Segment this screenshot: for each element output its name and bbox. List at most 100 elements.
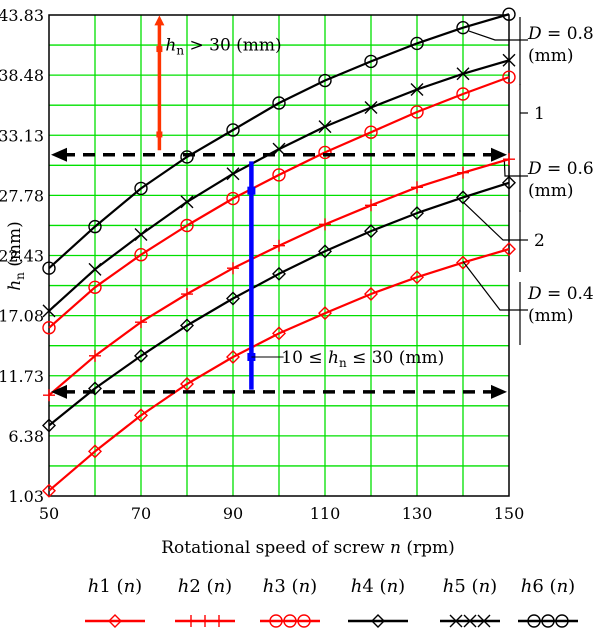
data-point: [318, 120, 332, 134]
data-point: [226, 191, 240, 206]
data-point: [318, 306, 332, 321]
group-label-d06-line2: (mm): [528, 181, 574, 201]
group-label-1: 1: [534, 104, 545, 124]
annotations: hn > 30 (mm) 10 ≤ hn ≤ 30 (mm): [51, 15, 507, 399]
data-point: [227, 262, 239, 275]
data-point: [42, 321, 56, 335]
data-point: [180, 376, 194, 391]
upper-zone-arrow: [154, 15, 165, 26]
data-point: [226, 167, 240, 181]
data-point: [502, 242, 516, 257]
y-tick-label: 27.78: [0, 186, 44, 205]
data-point: [134, 248, 148, 262]
x-axis-label: Rotational speed of screw n (rpm): [161, 538, 455, 558]
data-point: [364, 224, 378, 239]
data-point: [456, 87, 470, 101]
data-point: [43, 389, 55, 402]
data-point: [503, 153, 515, 166]
leader-d08: [468, 30, 520, 41]
mid-zone-label: 10 ≤ hn ≤ 30 (mm): [281, 348, 444, 370]
data-point: [457, 166, 469, 179]
legend-marker: [449, 614, 463, 628]
legend-marker: [213, 615, 225, 627]
legend-marker: [269, 614, 283, 628]
legend-label: h5 (n): [443, 576, 497, 597]
legend-marker: [463, 614, 477, 628]
leader-2: [462, 201, 520, 241]
data-point: [365, 199, 377, 212]
group-label-d06-line1: D = 0.6: [527, 159, 594, 179]
data-point: [88, 219, 102, 234]
legend-label: h6 (n): [521, 576, 575, 597]
x-tick-label: 70: [131, 504, 151, 523]
data-point: [456, 255, 470, 270]
arrowhead-right: [491, 384, 507, 399]
group-label-2: 2: [534, 231, 545, 251]
data-point: [226, 349, 240, 364]
y-tick-label: 38.48: [0, 66, 44, 85]
series-4: [42, 175, 516, 433]
x-tick-label: 150: [494, 504, 525, 523]
data-point: [42, 418, 56, 433]
group-label-d04-line1: D = 0.4: [527, 284, 594, 304]
x-tick-label: 50: [39, 504, 59, 523]
data-point: [364, 125, 378, 139]
legend-item-4: h4 (n): [348, 576, 408, 628]
data-point: [180, 218, 194, 233]
data-point: [134, 408, 148, 423]
arrowhead-right: [491, 147, 507, 162]
upper-zone-tick: [156, 46, 163, 53]
leader-d06: [503, 161, 520, 177]
legend-item-6: h6 (n): [518, 576, 578, 628]
series-line-4: [48, 181, 510, 427]
x-tick-label: 110: [310, 504, 341, 523]
data-point: [180, 150, 194, 164]
data-point: [42, 304, 56, 318]
data-point: [411, 181, 423, 194]
legend-item-3: h3 (n): [260, 576, 320, 628]
legend-label: h3 (n): [263, 576, 317, 597]
data-point: [318, 244, 332, 259]
data-point: [180, 195, 194, 209]
y-tick-label: 6.38: [8, 427, 44, 446]
legend-marker: [185, 615, 197, 627]
data-point: [134, 227, 148, 241]
y-tick-label: 43.83: [0, 6, 44, 25]
series-line-6: [48, 13, 510, 270]
y-tick-labels: 1.03 6.38 11.73 17.08 22.43 27.78 33.13 38.48 43…: [0, 6, 44, 506]
legend-marker: [477, 614, 491, 628]
y-tick-label: 17.08: [0, 307, 44, 326]
data-point: [226, 123, 240, 137]
data-point: [135, 316, 147, 329]
data-point: [89, 349, 101, 362]
data-point: [88, 280, 102, 295]
data-point: [272, 168, 286, 182]
legend-marker: [527, 614, 541, 628]
data-point: [272, 326, 286, 341]
data-point: [134, 181, 148, 196]
series-line-1: [48, 248, 510, 492]
data-point: [272, 96, 286, 110]
series-6: [42, 7, 516, 275]
legend-marker: [108, 614, 122, 628]
series-3: [42, 70, 516, 335]
legend-marker: [541, 614, 555, 628]
series-layer: [42, 7, 516, 498]
legend-label: h1 (n): [88, 576, 142, 597]
x-tick-label: 130: [402, 504, 433, 523]
data-point: [42, 261, 56, 275]
data-point: [364, 54, 378, 69]
legend-label: h4 (n): [351, 576, 405, 597]
data-point: [88, 444, 102, 459]
legend-marker: [199, 615, 211, 627]
arrowhead-left: [51, 384, 67, 399]
mid-zone-tick: [247, 186, 256, 195]
data-point: [42, 483, 56, 498]
legend-marker: [297, 614, 311, 628]
series-5: [42, 53, 516, 318]
data-point: [272, 266, 286, 281]
data-point: [502, 70, 516, 84]
data-point: [410, 270, 424, 285]
data-point: [318, 73, 332, 88]
data-point: [181, 288, 193, 301]
